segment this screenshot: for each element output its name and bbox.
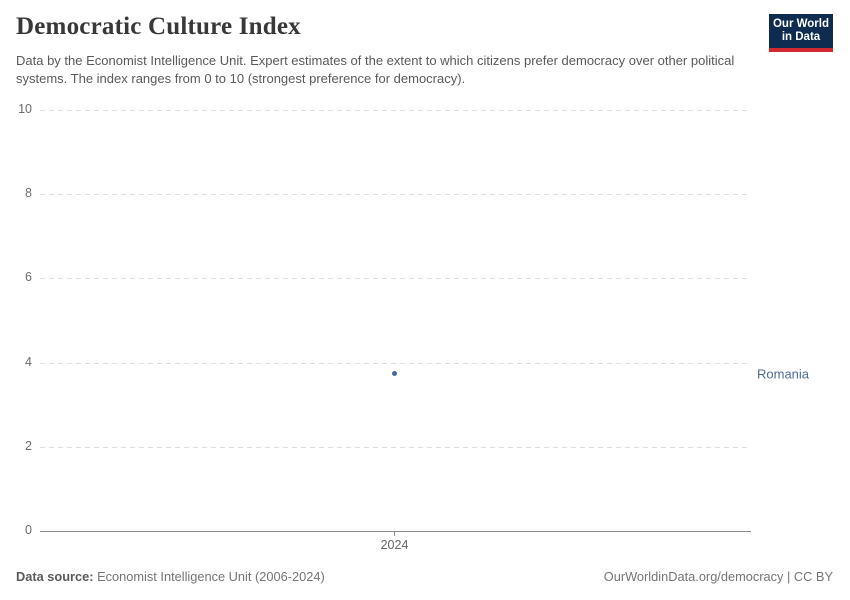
owid-logo-line2: in Data bbox=[781, 31, 821, 43]
gridline bbox=[40, 278, 751, 280]
gridline bbox=[40, 446, 751, 448]
page-title: Democratic Culture Index bbox=[16, 13, 301, 40]
gridline bbox=[40, 110, 751, 111]
gridline bbox=[40, 194, 751, 196]
entity-label-romania[interactable]: Romania bbox=[757, 366, 810, 382]
data-source: Data source: Economist Intelligence Unit… bbox=[16, 569, 325, 584]
x-axis-tick bbox=[393, 531, 395, 536]
y-axis-tick-label: 2 bbox=[25, 438, 32, 453]
credit-link[interactable]: OurWorldinData.org/democracy | CC BY bbox=[603, 569, 833, 584]
x-axis-tick-label: 2024 bbox=[380, 538, 409, 552]
y-axis-tick-label: 0 bbox=[25, 523, 32, 537]
y-axis-tick-label: 10 bbox=[18, 102, 32, 116]
data-source-value: Economist Intelligence Unit (2006-2024) bbox=[97, 569, 325, 584]
owid-logo-line1: Our World bbox=[772, 17, 829, 30]
data-point-romania[interactable] bbox=[391, 370, 397, 376]
chart-subtitle: Data by the Economist Intelligence Unit.… bbox=[16, 53, 735, 86]
gridline bbox=[40, 362, 751, 364]
data-source-label: Data source: bbox=[16, 569, 94, 584]
owid-logo[interactable]: Our World in Data bbox=[769, 14, 833, 52]
y-axis-tick-label: 4 bbox=[25, 354, 32, 369]
y-axis-tick-label: 6 bbox=[25, 270, 32, 285]
x-axis-line bbox=[40, 531, 751, 532]
y-axis-tick-label: 8 bbox=[25, 186, 32, 201]
